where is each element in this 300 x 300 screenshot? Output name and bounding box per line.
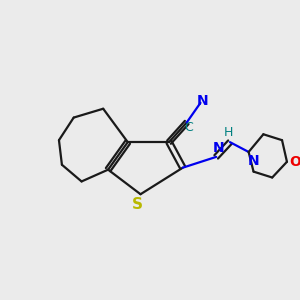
Text: C: C	[184, 121, 193, 134]
Text: H: H	[223, 126, 233, 139]
Text: N: N	[212, 141, 224, 155]
Text: N: N	[248, 154, 260, 168]
Text: O: O	[289, 155, 300, 169]
Text: S: S	[132, 196, 143, 211]
Text: N: N	[196, 94, 208, 108]
